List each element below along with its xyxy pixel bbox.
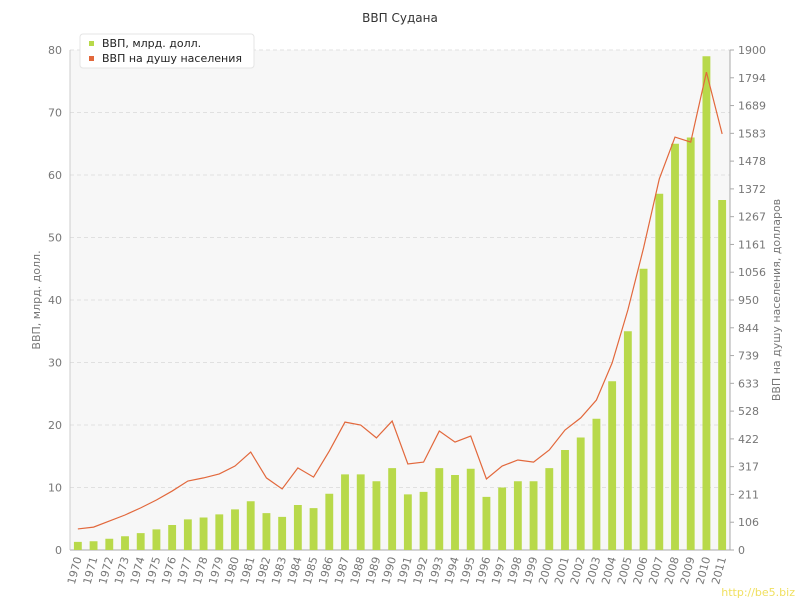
bar (671, 143, 679, 550)
y-tick-label: 80 (48, 44, 62, 57)
y2-tick-label: 0 (738, 544, 745, 557)
y2-tick-label: 1056 (738, 266, 766, 279)
y2-tick-label: 1372 (738, 183, 766, 196)
y-tick-label: 10 (48, 482, 62, 495)
y-tick-label: 50 (48, 232, 62, 245)
legend-swatch (89, 41, 94, 46)
y2-tick-label: 1478 (738, 155, 766, 168)
chart-title: ВВП Судана (362, 11, 438, 25)
legend-label: ВВП на душу населения (102, 52, 242, 65)
y2-tick-label: 633 (738, 377, 759, 390)
bar (529, 481, 538, 550)
bar (702, 56, 711, 550)
bar (262, 513, 271, 550)
bar (121, 536, 129, 550)
y2-tick-label: 1583 (738, 127, 766, 140)
y2-tick-label: 844 (738, 322, 759, 335)
y2-tick-label: 1794 (738, 72, 766, 85)
bar (466, 468, 475, 550)
bar (403, 494, 412, 550)
bar (451, 475, 459, 550)
y2-tick-label: 106 (738, 516, 759, 529)
bar (152, 529, 161, 550)
bar (513, 481, 522, 550)
bar (623, 331, 632, 550)
bar (183, 519, 192, 550)
bar (686, 137, 695, 550)
bar (293, 505, 302, 550)
y2-tick-label: 950 (738, 294, 759, 307)
line (77, 71, 723, 530)
bar (325, 493, 334, 550)
bar (73, 541, 82, 550)
bar (356, 474, 365, 550)
bar (341, 474, 349, 550)
bar (372, 481, 381, 550)
y2-tick-label: 422 (738, 433, 759, 446)
bar (309, 508, 318, 550)
legend-box (79, 33, 255, 69)
bar (388, 468, 397, 550)
bar (136, 533, 145, 550)
bar (89, 541, 98, 550)
bar (435, 468, 444, 550)
bar (168, 525, 177, 550)
bar (199, 517, 208, 550)
bar (561, 450, 569, 550)
y2-tick-label: 739 (738, 350, 759, 363)
bar (639, 268, 648, 550)
y-tick-label: 30 (48, 357, 62, 370)
bar (105, 538, 114, 550)
y-axis-label: ВВП, млрд. долл. (30, 250, 43, 349)
bar (482, 496, 491, 550)
y2-tick-label: 1267 (738, 211, 766, 224)
y2-tick-label: 1689 (738, 100, 766, 113)
bar (576, 437, 585, 550)
watermark: http://be5.biz (721, 586, 795, 599)
y2-tick-label: 211 (738, 488, 759, 501)
y-tick-label: 0 (55, 544, 62, 557)
bar (215, 514, 224, 550)
bar (246, 501, 255, 550)
legend-swatch (89, 56, 94, 61)
bar (592, 418, 601, 550)
y2-axis-label: ВВП на душу населения, долларов (770, 199, 783, 401)
y2-tick-label: 1161 (738, 238, 766, 251)
bar (419, 491, 428, 550)
y2-tick-label: 1900 (738, 44, 766, 57)
bar (498, 487, 507, 550)
bar (278, 516, 287, 550)
bar (655, 193, 664, 550)
bar (231, 509, 239, 550)
y-tick-label: 60 (48, 169, 62, 182)
y2-tick-label: 317 (738, 461, 759, 474)
y-tick-label: 20 (48, 419, 62, 432)
bar (608, 381, 617, 550)
legend-label: ВВП, млрд. долл. (102, 37, 201, 50)
y-tick-label: 40 (48, 294, 62, 307)
bar (545, 468, 554, 550)
y-tick-label: 70 (48, 107, 62, 120)
y2-tick-label: 528 (738, 405, 759, 418)
legend: ВВП, млрд. долл. ВВП на душу населения (79, 33, 255, 69)
bar (718, 200, 727, 550)
